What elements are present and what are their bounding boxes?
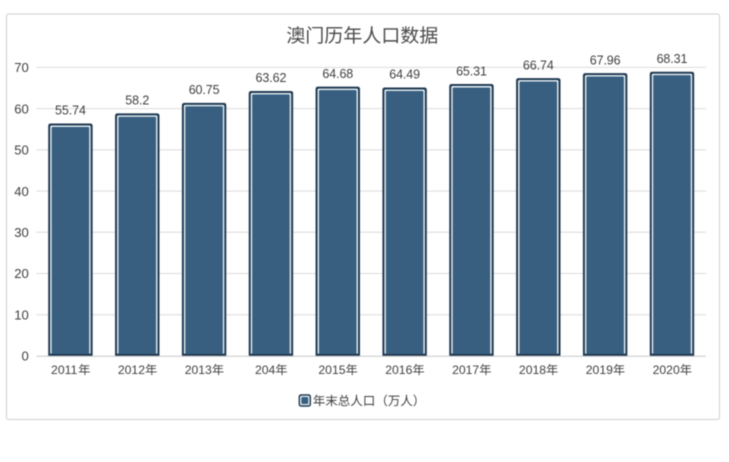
svg-text:66.74: 66.74	[523, 58, 554, 72]
svg-text:2011: 2011	[51, 363, 77, 377]
svg-text:2012: 2012	[118, 363, 145, 377]
svg-text:2016: 2016	[385, 363, 412, 377]
svg-text:67.96: 67.96	[590, 53, 621, 67]
svg-text:2020: 2020	[653, 363, 680, 377]
svg-text:64.68: 64.68	[322, 67, 353, 81]
svg-text:2015: 2015	[318, 363, 345, 377]
svg-text:2019: 2019	[586, 363, 613, 377]
svg-text:64.49: 64.49	[389, 68, 420, 82]
svg-text:55.74: 55.74	[55, 104, 86, 118]
svg-text:20: 20	[14, 266, 29, 281]
svg-text:50: 50	[14, 143, 29, 158]
svg-text:0: 0	[22, 349, 29, 364]
svg-text:10: 10	[14, 307, 29, 322]
svg-text:40: 40	[14, 184, 29, 199]
svg-text:58.2: 58.2	[125, 94, 149, 108]
svg-text:60: 60	[14, 101, 29, 116]
svg-text:30: 30	[14, 225, 29, 240]
svg-text:2017: 2017	[452, 363, 479, 377]
svg-text:2013: 2013	[185, 363, 212, 377]
svg-text:63.62: 63.62	[256, 71, 287, 85]
svg-text:60.75: 60.75	[189, 83, 220, 97]
svg-text:204: 204	[255, 363, 276, 377]
svg-text:68.31: 68.31	[657, 52, 688, 66]
svg-text:2018: 2018	[519, 363, 546, 377]
svg-text:65.31: 65.31	[456, 64, 487, 78]
svg-text:70: 70	[14, 60, 29, 75]
